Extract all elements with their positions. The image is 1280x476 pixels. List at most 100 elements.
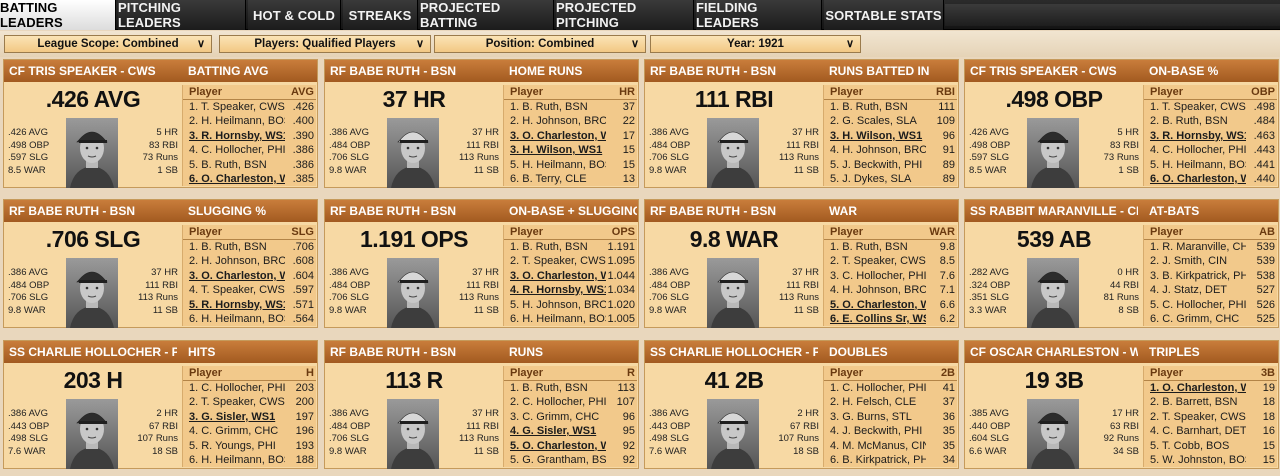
leader-row[interactable]: 5. O. Charleston, WS1 92 [504,439,637,453]
players-select[interactable]: Players: Qualified Players ∨ [219,35,431,53]
player-photo[interactable] [1027,258,1079,328]
leader-name[interactable]: 1. B. Ruth, BSN [510,101,588,113]
leader-name[interactable]: 4. C. Grimm, CHC [189,425,279,438]
leader-row[interactable]: 3. H. Wilson, WS1 15 [504,143,637,157]
leader-row[interactable]: 4. R. Hornsby, WS1 1.034 [504,283,637,297]
leader-row[interactable]: 2. H. Heilmann, BOS .400 [183,114,316,128]
leader-name[interactable]: 5. C. Hollocher, PHI [1150,298,1246,311]
leader-row[interactable]: 2. G. Scales, SLA 109 [824,114,957,128]
leader-row[interactable]: 1. R. Maranville, CHC 539 [1144,240,1277,254]
featured-player-name[interactable]: RF BABE RUTH - BSN [9,204,135,218]
leader-row[interactable]: 5. C. Hollocher, PHI 526 [1144,298,1277,312]
leader-row[interactable]: 5. H. Johnson, BRO 1.020 [504,298,637,312]
player-photo[interactable] [1027,399,1079,469]
leader-name[interactable]: 2. J. Smith, CIN [1150,255,1228,268]
leader-name[interactable]: 1. T. Speaker, CWS [1150,101,1246,113]
leader-row[interactable]: 3. C. Grimm, CHC 96 [504,410,637,424]
leader-row[interactable]: 3. G. Sisler, WS1 197 [183,410,316,424]
leader-name[interactable]: 6. O. Charleston, WS1 [1150,172,1246,185]
leader-name[interactable]: 5. H. Heilmann, BOS [1150,158,1246,171]
featured-player-name[interactable]: CF TRIS SPEAKER - CWS [970,64,1117,78]
leader-row[interactable]: 4. C. Grimm, CHC 196 [183,424,316,438]
featured-player-name[interactable]: RF BABE RUTH - BSN [650,64,776,78]
leader-row[interactable]: 5. J. Dykes, SLA 89 [824,172,957,186]
leader-name[interactable]: 1. O. Charleston, WS1 [1150,382,1246,394]
leader-name[interactable]: 2. T. Speaker, CWS [510,255,606,268]
leader-row[interactable]: 6. H. Heilmann, BOS 188 [183,453,316,467]
leader-name[interactable]: 1. B. Ruth, BSN [830,241,908,253]
leader-row[interactable]: 2. J. Smith, CIN 539 [1144,254,1277,268]
featured-player-name[interactable]: CF OSCAR CHARLESTON - WS1 [970,345,1138,359]
leader-name[interactable]: 3. C. Hollocher, PHI [830,269,926,282]
leader-row[interactable]: 1. B. Ruth, BSN 37 [504,100,637,114]
leader-row[interactable]: 5. B. Ruth, BSN .386 [183,158,316,172]
leader-name[interactable]: 1. B. Ruth, BSN [510,241,588,253]
leader-row[interactable]: 5. O. Charleston, WS1 6.6 [824,298,957,312]
leader-name[interactable]: 1. C. Hollocher, PHI [189,382,285,394]
tab-pitching-leaders[interactable]: PITCHING LEADERS [118,0,246,30]
leader-name[interactable]: 1. C. Hollocher, PHI [830,382,926,394]
leader-row[interactable]: 6. H. Heilmann, BOS .564 [183,312,316,326]
leader-row[interactable]: 3. O. Charleston, WS1 .604 [183,269,316,283]
player-photo[interactable] [707,118,759,188]
leader-row[interactable]: 1. C. Hollocher, PHI 203 [183,381,316,395]
leader-name[interactable]: 6. H. Heilmann, BOS [510,312,606,325]
tab-sortable-stats[interactable]: SORTABLE STATS [824,0,944,30]
player-photo[interactable] [707,399,759,469]
leader-name[interactable]: 6. H. Heilmann, BOS [189,312,285,325]
leader-row[interactable]: 4. C. Hollocher, PHI .386 [183,143,316,157]
leader-name[interactable]: 2. T. Speaker, CWS [189,396,285,409]
leader-name[interactable]: 3. C. Grimm, CHC [510,410,600,423]
leader-name[interactable]: 3. G. Sisler, WS1 [189,410,276,423]
leader-name[interactable]: 4. C. Hollocher, PHI [189,144,285,157]
leader-row[interactable]: 1. O. Charleston, WS1 19 [1144,381,1277,395]
leader-name[interactable]: 6. C. Grimm, CHC [1150,312,1240,325]
leader-name[interactable]: 4. R. Hornsby, WS1 [510,284,606,297]
leader-row[interactable]: 5. R. Youngs, PHI 193 [183,439,316,453]
leader-name[interactable]: 2. B. Ruth, BSN [1150,115,1228,128]
leader-name[interactable]: 5. T. Cobb, BOS [1150,439,1230,452]
leader-row[interactable]: 2. T. Speaker, CWS 18 [1144,410,1277,424]
featured-player-name[interactable]: SS CHARLIE HOLLOCHER - PHI [650,345,818,359]
leader-name[interactable]: 1. B. Ruth, BSN [510,382,588,394]
leader-row[interactable]: 3. R. Hornsby, WS1 .463 [1144,129,1277,143]
player-photo[interactable] [66,118,118,188]
leader-row[interactable]: 3. R. Hornsby, WS1 .390 [183,129,316,143]
leader-name[interactable]: 3. B. Kirkpatrick, PHI [1150,269,1246,282]
leader-name[interactable]: 4. M. McManus, CIN [830,439,926,452]
leader-name[interactable]: 6. B. Terry, CLE [510,172,587,185]
leader-name[interactable]: 5. O. Charleston, WS1 [830,298,926,311]
leader-row[interactable]: 3. B. Kirkpatrick, PHI 538 [1144,269,1277,283]
featured-player-name[interactable]: CF TRIS SPEAKER - CWS [9,64,156,78]
leader-name[interactable]: 2. C. Hollocher, PHI [510,396,606,409]
leader-row[interactable]: 5. W. Johnston, BOS 15 [1144,453,1277,467]
position-select[interactable]: Position: Combined ∨ [434,35,646,53]
featured-player-name[interactable]: RF BABE RUTH - BSN [650,204,776,218]
leader-row[interactable]: 2. H. Felsch, CLE 37 [824,395,957,409]
leader-name[interactable]: 1. B. Ruth, BSN [830,101,908,113]
leader-name[interactable]: 4. H. Johnson, BRO [830,144,926,157]
player-photo[interactable] [1027,118,1079,188]
leader-row[interactable]: 6. B. Kirkpatrick, PHI 34 [824,453,957,467]
leader-name[interactable]: 5. J. Dykes, SLA [830,172,912,185]
leader-name[interactable]: 5. G. Grantham, BSN [510,453,606,466]
leader-row[interactable]: 1. B. Ruth, BSN 113 [504,381,637,395]
leader-row[interactable]: 2. T. Speaker, CWS 1.095 [504,254,637,268]
leader-row[interactable]: 4. H. Johnson, BRO 7.1 [824,283,957,297]
leader-name[interactable]: 6. O. Charleston, WS1 [189,172,285,185]
leader-row[interactable]: 6. C. Grimm, CHC 525 [1144,312,1277,326]
leader-name[interactable]: 2. H. Felsch, CLE [830,396,917,409]
player-photo[interactable] [387,258,439,328]
leader-name[interactable]: 3. O. Charleston, WS1 [510,269,606,282]
featured-player-name[interactable]: RF BABE RUTH - BSN [330,204,456,218]
leader-name[interactable]: 1. B. Ruth, BSN [189,241,267,253]
leader-row[interactable]: 1. T. Speaker, CWS .498 [1144,100,1277,114]
leader-row[interactable]: 6. H. Heilmann, BOS 1.005 [504,312,637,326]
leader-row[interactable]: 4. T. Speaker, CWS .597 [183,283,316,297]
leader-row[interactable]: 4. C. Hollocher, PHI .443 [1144,143,1277,157]
leader-row[interactable]: 4. J. Statz, DET 527 [1144,283,1277,297]
leader-row[interactable]: 3. G. Burns, STL 36 [824,410,957,424]
leader-name[interactable]: 3. R. Hornsby, WS1 [189,129,285,142]
leader-row[interactable]: 4. M. McManus, CIN 35 [824,439,957,453]
leader-name[interactable]: 2. B. Barrett, BSN [1150,396,1238,409]
